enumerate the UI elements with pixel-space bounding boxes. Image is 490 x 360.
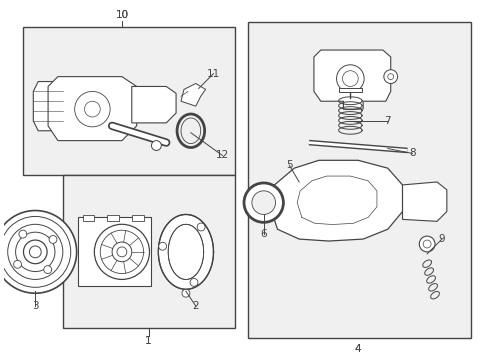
Polygon shape — [314, 50, 391, 109]
Circle shape — [19, 230, 27, 238]
Circle shape — [29, 246, 41, 258]
Text: 5: 5 — [286, 160, 293, 170]
Circle shape — [159, 242, 167, 250]
Circle shape — [197, 223, 205, 231]
Circle shape — [190, 279, 198, 286]
Circle shape — [0, 211, 76, 293]
Polygon shape — [33, 82, 63, 131]
Ellipse shape — [181, 118, 201, 144]
Text: 7: 7 — [385, 116, 391, 126]
Circle shape — [388, 74, 393, 80]
Bar — [132, 215, 144, 221]
Text: 6: 6 — [260, 229, 267, 239]
Text: 2: 2 — [193, 301, 199, 311]
Circle shape — [95, 224, 149, 279]
Polygon shape — [270, 160, 402, 241]
Circle shape — [244, 183, 283, 222]
Polygon shape — [158, 215, 214, 289]
Bar — [339, 89, 362, 93]
Circle shape — [423, 240, 431, 248]
Bar — [24, 27, 235, 175]
Polygon shape — [48, 77, 137, 141]
Text: 11: 11 — [207, 69, 220, 79]
Circle shape — [117, 247, 127, 257]
Circle shape — [384, 70, 397, 84]
Circle shape — [182, 289, 190, 297]
Text: 10: 10 — [115, 10, 128, 19]
Bar — [63, 175, 235, 328]
Circle shape — [49, 235, 57, 243]
Circle shape — [14, 260, 22, 268]
Circle shape — [44, 266, 51, 274]
Polygon shape — [132, 86, 176, 123]
Text: 10: 10 — [115, 10, 128, 19]
Polygon shape — [402, 182, 447, 221]
Text: 3: 3 — [32, 301, 39, 311]
Circle shape — [151, 141, 161, 150]
Text: 12: 12 — [216, 150, 229, 161]
Circle shape — [252, 191, 275, 215]
Bar — [77, 217, 151, 286]
Text: 1: 1 — [145, 337, 152, 346]
Bar — [248, 22, 471, 338]
Text: 4: 4 — [355, 345, 362, 354]
Text: 9: 9 — [439, 234, 445, 244]
Text: 8: 8 — [409, 148, 416, 158]
Circle shape — [24, 240, 47, 264]
Bar — [107, 215, 119, 221]
Circle shape — [112, 242, 132, 262]
Text: 4: 4 — [355, 345, 362, 354]
Circle shape — [419, 236, 435, 252]
Text: 1: 1 — [145, 337, 152, 346]
Polygon shape — [181, 84, 206, 106]
Bar — [82, 215, 95, 221]
